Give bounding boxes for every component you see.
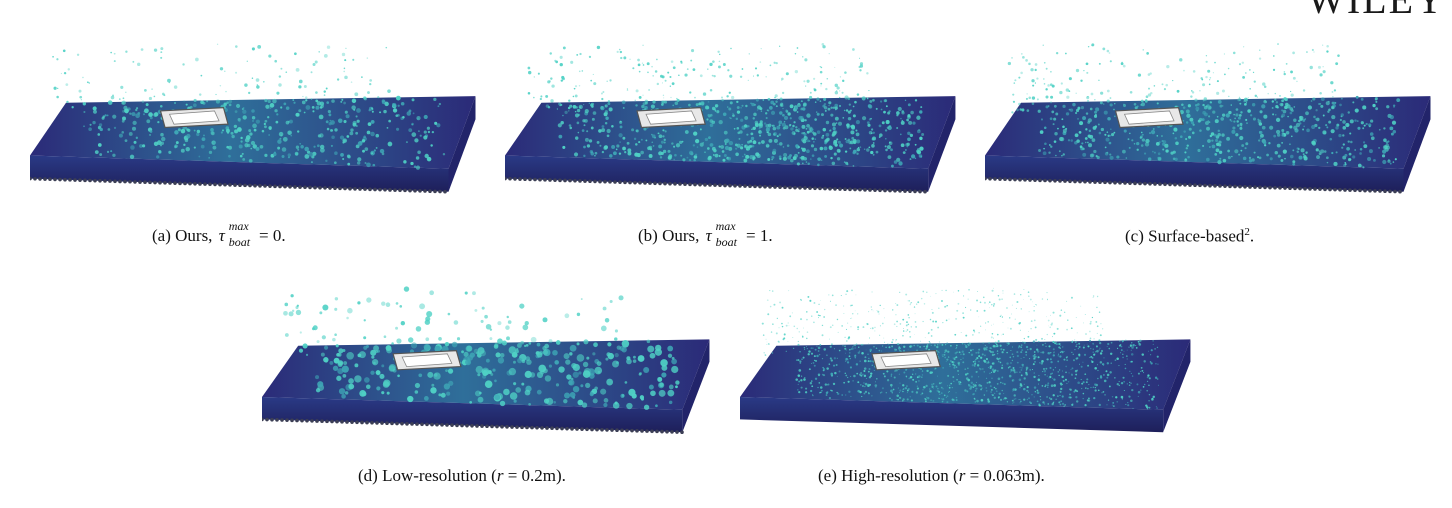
water-side-face xyxy=(928,96,956,192)
water-side-face xyxy=(448,96,476,192)
water-front-face xyxy=(985,155,1404,192)
caption-b: (b) Ours, τ max boat = 1. xyxy=(638,219,773,249)
caption-c-text: Surface-based xyxy=(1148,226,1245,246)
journal-mark: WILEY xyxy=(1307,0,1446,23)
caption-e-var: r xyxy=(958,466,966,485)
figure-panel-d xyxy=(262,285,714,445)
caption-a-value: = 0. xyxy=(259,226,286,245)
figure-panel-b xyxy=(505,40,960,205)
caption-b-text: Ours, xyxy=(662,226,700,245)
fluid-simulation-render-c xyxy=(985,43,1431,194)
caption-b-tau: τ max boat xyxy=(705,219,737,249)
caption-d-rest: = 0.2m). xyxy=(503,466,566,485)
caption-e-text: High-resolution ( xyxy=(841,466,959,485)
caption-d: (d) Low-resolution (r = 0.2m). xyxy=(358,466,566,486)
caption-d-tag: (d) xyxy=(358,466,378,485)
water-front-face xyxy=(505,155,929,192)
caption-d-text: Low-resolution ( xyxy=(382,466,497,485)
caption-b-tag: (b) xyxy=(638,226,658,245)
fluid-simulation-render-d xyxy=(262,286,710,434)
caption-a-tag: (a) xyxy=(152,226,171,245)
caption-c-footnote: 2 xyxy=(1244,226,1250,238)
water-front-face xyxy=(30,155,449,192)
caption-c-tag: (c) xyxy=(1125,226,1144,246)
caption-a-tau: τ max boat xyxy=(218,219,251,249)
caption-e-tag: (e) xyxy=(818,466,837,485)
water-front-face xyxy=(262,397,683,433)
caption-b-value: = 1. xyxy=(745,226,773,245)
fluid-simulation-render-b xyxy=(505,43,956,194)
caption-a: (a) Ours, τ max boat = 0. xyxy=(152,219,286,249)
fluid-simulation-render-a xyxy=(30,43,476,194)
caption-a-text: Ours, xyxy=(175,226,213,245)
figure-panel-c xyxy=(985,40,1435,205)
figure-panel-e xyxy=(740,285,1195,445)
fluid-simulation-render-e xyxy=(740,287,1191,433)
water-side-face xyxy=(1163,339,1191,433)
water-front-face xyxy=(740,397,1164,433)
caption-c: (c) Surface-based2. xyxy=(1125,226,1254,247)
caption-e-rest: = 0.063m). xyxy=(965,466,1045,485)
caption-d-var: r xyxy=(496,466,504,485)
water-side-face xyxy=(682,339,710,433)
caption-e: (e) High-resolution (r = 0.063m). xyxy=(818,466,1045,486)
water-side-face xyxy=(1403,96,1431,192)
figure-panel-a xyxy=(30,40,480,205)
water-surface xyxy=(505,96,956,169)
caption-c-suffix: . xyxy=(1249,226,1255,246)
